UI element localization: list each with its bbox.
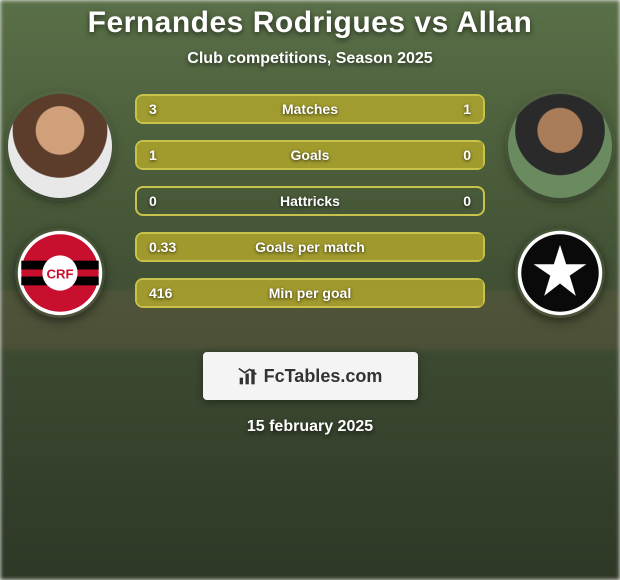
stat-value-left: 1 [149,147,179,163]
page-subtitle: Club competitions, Season 2025 [187,50,432,68]
stat-bar-text-row: 3Matches1 [149,101,471,117]
stat-bar: 3Matches1 [135,94,485,124]
stat-value-right: 1 [441,101,471,117]
flamengo-badge-icon: CRF [16,229,104,317]
stat-label: Goals [179,147,441,163]
brand-text: FcTables.com [264,366,383,387]
botafogo-badge-icon [516,229,604,317]
stat-value-left: 0 [149,193,179,209]
lower-block: FcTables.com 15 february 2025 [0,334,620,436]
stat-value-right: 0 [441,147,471,163]
comparison-date: 15 february 2025 [247,418,373,436]
comparison-content: CRF 3Matches11Goals00Hattricks00.33Goals… [0,86,620,580]
page-title: Fernandes Rodrigues vs Allan [88,6,533,40]
stat-bar: 0.33Goals per match [135,232,485,262]
stat-value-left: 3 [149,101,179,117]
player-right-club-badge [515,228,605,318]
left-player-column: CRF [8,94,112,318]
stat-value-right: 0 [441,193,471,209]
stat-bar-text-row: 416Min per goal [149,285,471,301]
stat-bars: 3Matches11Goals00Hattricks00.33Goals per… [135,94,485,308]
stat-bar: 0Hattricks0 [135,186,485,216]
player-left-club-badge: CRF [15,228,105,318]
player-right-avatar [508,94,612,198]
stat-value-left: 416 [149,285,179,301]
bar-chart-icon [238,366,258,386]
right-player-column [508,94,612,318]
stat-bar: 416Min per goal [135,278,485,308]
stat-bar-text-row: 1Goals0 [149,147,471,163]
stat-bar: 1Goals0 [135,140,485,170]
player-left-avatar [8,94,112,198]
stat-bar-text-row: 0Hattricks0 [149,193,471,209]
stat-label: Matches [179,101,441,117]
stat-label: Min per goal [179,285,441,301]
brand-badge: FcTables.com [203,352,418,400]
stat-bar-text-row: 0.33Goals per match [149,239,471,255]
stat-value-left: 0.33 [149,239,179,255]
stat-label: Goals per match [179,239,441,255]
stat-label: Hattricks [179,193,441,209]
svg-text:CRF: CRF [46,266,73,281]
